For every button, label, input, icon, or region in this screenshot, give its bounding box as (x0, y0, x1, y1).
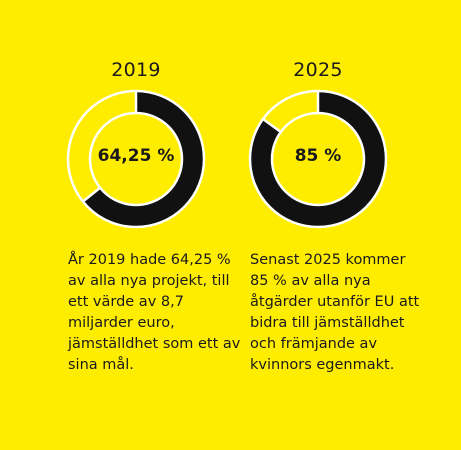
value-label: 85 % (294, 146, 342, 166)
chart-title: 2019 (111, 59, 161, 81)
slice-separator (262, 118, 282, 133)
donut-chart-2019 (66, 89, 206, 229)
donut-slice-filled (249, 91, 386, 227)
caption-text: Senast 2025 kommer 85 % av alla nya åtgä… (250, 252, 420, 373)
value-label: 64,25 % (97, 146, 175, 166)
donut-slice-remainder (68, 91, 136, 202)
slice-separator (82, 186, 101, 203)
caption-text: År 2019 hade 64,25 % av alla nya projekt… (68, 252, 241, 373)
donut-chart-2025 (248, 89, 388, 229)
donut-slice-remainder (262, 91, 318, 132)
chart-title: 2025 (293, 59, 343, 81)
donut-slice-filled (82, 91, 205, 228)
